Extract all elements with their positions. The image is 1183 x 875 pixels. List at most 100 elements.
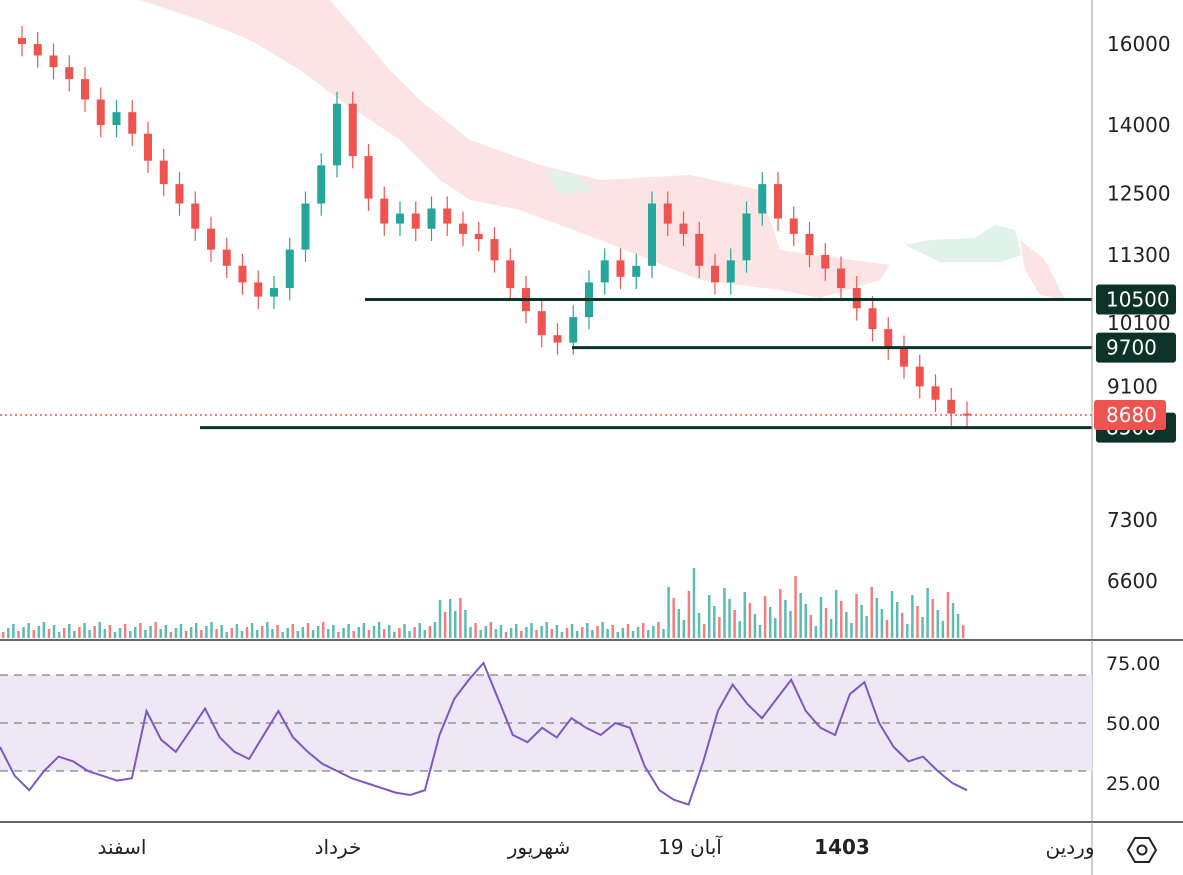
volume-bar [261,626,264,638]
rsi-tick-label: 75.00 [1106,653,1160,675]
volume-bar [469,627,472,638]
volume-bar [220,625,223,638]
volume-bar [692,568,696,638]
volume-bar [931,599,934,638]
volume-bar [37,626,41,638]
candle [396,201,404,236]
volume-bar [195,623,198,638]
volume-bar [47,629,51,638]
candle [474,221,483,252]
volume-bar [545,622,548,638]
candle [537,299,546,348]
volume-bar [154,622,157,638]
volume-bar [134,627,137,638]
volume-bar [890,591,894,638]
volume-bar [509,628,513,638]
volume-bar [885,620,889,638]
volume-bar [748,603,752,638]
volume-bar [149,626,152,638]
volume-bar [713,606,716,638]
volume-bar [42,622,46,638]
candle [18,25,26,57]
volume-bar [753,614,757,638]
volume-bar [581,627,584,638]
volume-bar [73,631,76,638]
volume-bar [332,625,335,638]
volume-bar [93,626,96,638]
volume-bar [667,587,670,638]
candle [742,201,751,273]
candle [648,191,656,279]
volume-bar [377,622,381,638]
volume-bar [337,632,340,638]
volume-bar [697,613,701,638]
volume-bar [57,632,61,638]
volume-bar [296,631,300,638]
candle [726,248,735,295]
level-label: 10500 [1106,288,1170,312]
bear-cloud [140,0,890,298]
volume-bar [413,627,416,638]
bull-cloud [545,170,595,195]
volume-bar [916,606,919,638]
price-tick-label: 9100 [1107,374,1158,398]
volume-bar [774,618,777,638]
candle [821,242,830,281]
volume-bar [230,628,234,638]
candle [348,91,357,169]
time-axis[interactable]: اسفند خرداد شهریور 19 آبان 1403 وردین [98,834,1095,859]
volume-bar [144,630,147,638]
volume-bar [530,623,533,638]
candle [175,172,184,216]
hexagon-logo-icon[interactable] [1126,837,1158,863]
volume-bar [768,607,772,638]
candle [191,191,200,241]
rsi-tick-label: 50.00 [1106,713,1160,735]
volume-bar [900,613,904,638]
volume-bar [169,632,173,638]
volume-bar [484,626,487,638]
volume-bar [682,620,686,638]
volume-bar [636,627,640,638]
volume-bar [474,623,477,638]
volume-bar [291,624,294,638]
volume-bar [281,632,284,638]
volume-bar [743,592,747,638]
volume-bar [398,628,401,638]
volume-bar [32,630,35,638]
candle [947,387,956,426]
volume-bar [845,612,848,638]
volume-bar [687,591,691,638]
level-label-bg [1096,332,1176,363]
volume-bar [504,632,508,638]
volume-bar [631,631,635,638]
volume-bar [388,625,391,638]
volume-bar [494,629,498,638]
volume-bar [926,588,929,638]
volume-bar [174,628,178,638]
volume-bar [311,630,315,638]
volume-bar [647,630,650,638]
candle [711,253,719,295]
price-axis[interactable]: 6600730085009100970010100105001130012500… [1091,0,1176,640]
volume-bar [240,631,244,638]
price-pane[interactable] [0,0,1092,638]
volume-bar [799,593,802,638]
candle [632,253,641,290]
volume-bar [586,623,589,638]
volume-bar [210,622,213,638]
volume-bar [840,601,843,638]
candle [443,196,452,236]
volume-bar [575,631,579,638]
rsi-pane[interactable]: 25.00 50.00 75.00 [0,640,1160,822]
rsi-line [0,661,968,806]
candle [222,237,231,279]
volume-bar [428,626,432,638]
volume-bar [723,588,726,638]
volume-bar [956,614,960,638]
volume-bar [570,624,574,638]
time-tick-label: شهریور [507,835,571,859]
volume-bar [865,616,868,638]
candle [490,227,499,273]
